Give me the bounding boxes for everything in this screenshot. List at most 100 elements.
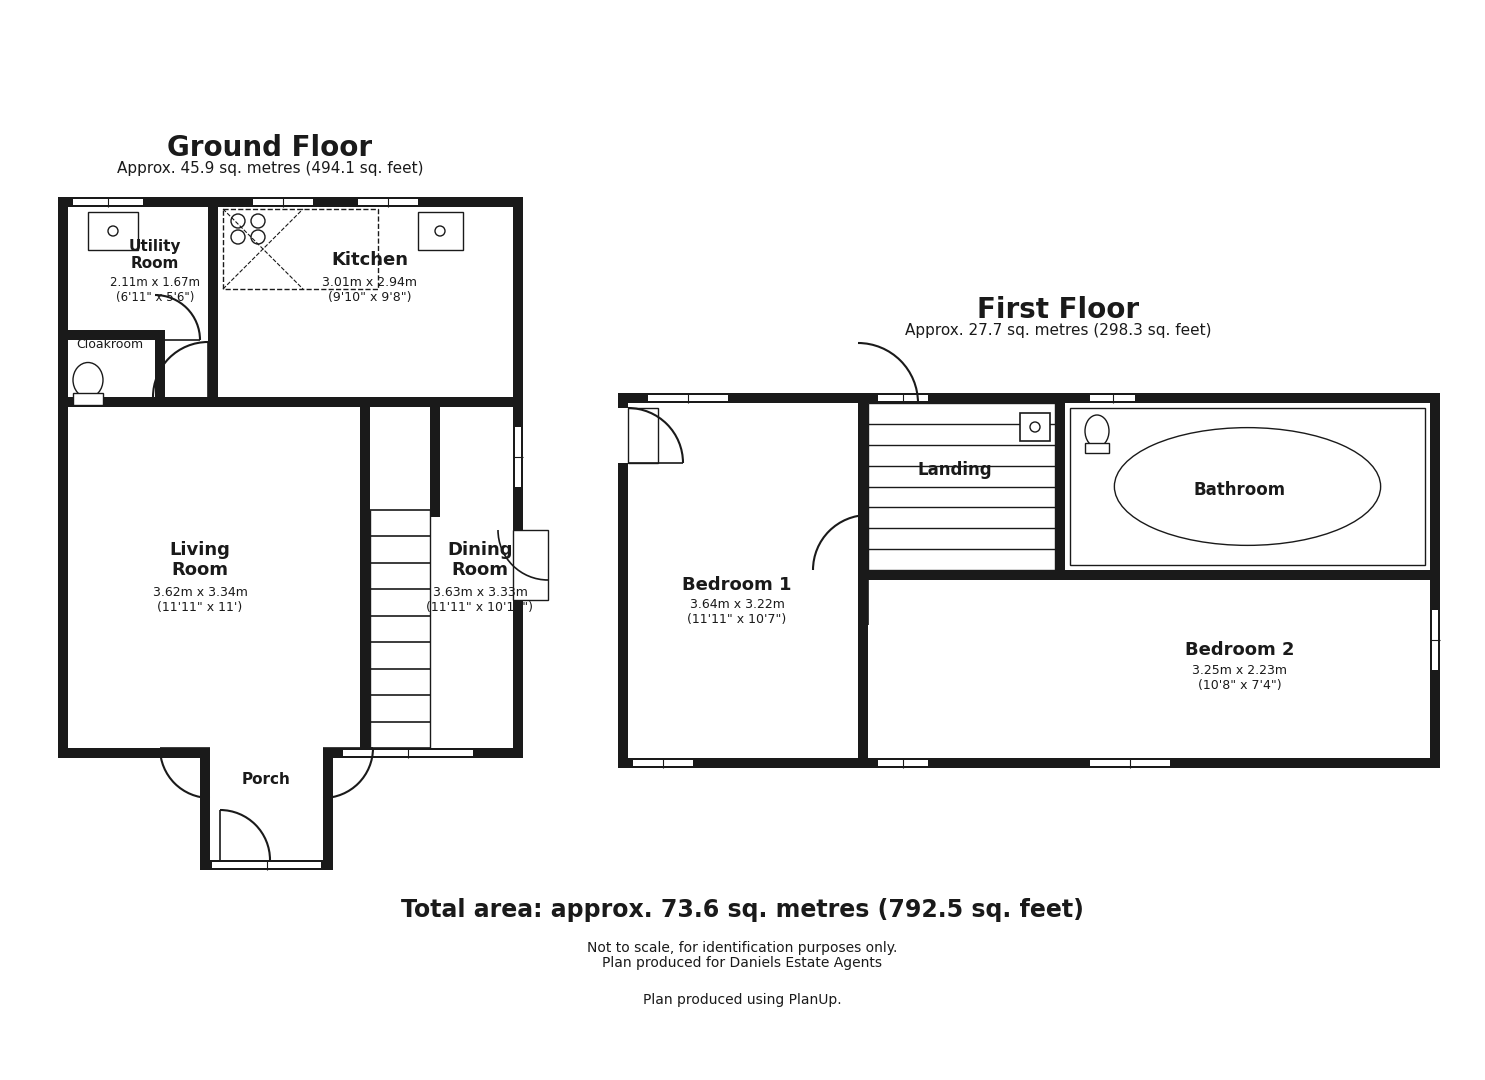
Text: Utility
Room: Utility Room bbox=[129, 239, 181, 271]
Bar bbox=[58, 748, 209, 758]
Text: 3.63m x 3.33m
(11'11" x 10'11"): 3.63m x 3.33m (11'11" x 10'11") bbox=[426, 586, 533, 615]
Bar bbox=[417, 212, 463, 249]
Bar bbox=[223, 210, 379, 289]
Bar bbox=[1054, 393, 1065, 580]
Bar bbox=[512, 397, 523, 748]
Bar bbox=[208, 197, 218, 407]
Bar bbox=[1430, 610, 1440, 670]
Text: 2.11m x 1.67m
(6'11" x 5'6"): 2.11m x 1.67m (6'11" x 5'6") bbox=[110, 276, 200, 303]
Text: 3.64m x 3.22m
(11'11" x 10'7"): 3.64m x 3.22m (11'11" x 10'7") bbox=[688, 598, 787, 626]
Bar bbox=[633, 758, 693, 760]
Bar bbox=[200, 748, 209, 870]
Bar bbox=[1090, 393, 1135, 403]
Bar bbox=[512, 530, 548, 600]
Bar bbox=[647, 393, 728, 395]
Bar bbox=[73, 197, 143, 199]
Bar bbox=[878, 393, 928, 403]
Bar bbox=[512, 427, 515, 487]
Text: Dining
Room: Dining Room bbox=[447, 541, 512, 579]
Bar bbox=[521, 427, 523, 487]
Bar bbox=[1430, 610, 1432, 670]
Text: Not to scale, for identification purposes only.: Not to scale, for identification purpose… bbox=[587, 941, 897, 955]
Bar bbox=[878, 401, 928, 403]
Bar bbox=[58, 397, 523, 407]
Bar bbox=[359, 397, 370, 758]
Bar bbox=[58, 397, 68, 748]
Bar bbox=[252, 197, 313, 199]
Bar bbox=[252, 197, 313, 207]
Text: Ground Floor: Ground Floor bbox=[168, 134, 373, 162]
Ellipse shape bbox=[1114, 428, 1381, 545]
Text: 3.01m x 2.94m
(9'10" x 9'8"): 3.01m x 2.94m (9'10" x 9'8") bbox=[322, 276, 417, 303]
Bar bbox=[73, 205, 143, 207]
Bar bbox=[68, 330, 154, 340]
Text: Bedroom 1: Bedroom 1 bbox=[682, 576, 792, 594]
Bar bbox=[431, 397, 440, 517]
Bar bbox=[878, 758, 928, 760]
Text: 3.25m x 2.23m
(10'8" x 7'4"): 3.25m x 2.23m (10'8" x 7'4") bbox=[1192, 664, 1287, 692]
Text: 3.62m x 3.34m
(11'11" x 11'): 3.62m x 3.34m (11'11" x 11') bbox=[153, 586, 248, 615]
Bar bbox=[212, 868, 321, 870]
Text: Kitchen: Kitchen bbox=[331, 251, 408, 269]
Bar bbox=[324, 748, 523, 758]
Bar bbox=[1071, 408, 1426, 565]
Bar bbox=[1020, 413, 1050, 441]
Bar bbox=[343, 748, 474, 758]
Bar bbox=[633, 758, 693, 768]
Bar bbox=[200, 860, 333, 870]
Bar bbox=[858, 393, 869, 768]
Bar bbox=[358, 197, 417, 207]
Bar bbox=[343, 756, 474, 758]
Text: Bathroom: Bathroom bbox=[1194, 481, 1286, 499]
Bar bbox=[1090, 758, 1170, 768]
Bar bbox=[358, 197, 417, 199]
Bar bbox=[252, 205, 313, 207]
Bar bbox=[154, 330, 165, 397]
Text: Cloakroom: Cloakroom bbox=[76, 338, 144, 351]
Bar bbox=[73, 197, 143, 207]
Bar bbox=[343, 748, 474, 750]
Bar bbox=[73, 393, 102, 405]
Bar bbox=[1430, 393, 1440, 768]
Text: Plan produced using PlanUp.: Plan produced using PlanUp. bbox=[643, 993, 842, 1007]
Bar bbox=[647, 401, 728, 403]
Bar bbox=[618, 393, 628, 768]
Bar bbox=[88, 212, 138, 249]
Bar bbox=[1090, 393, 1135, 395]
Bar bbox=[618, 758, 1440, 768]
Bar bbox=[212, 860, 321, 862]
Bar bbox=[858, 570, 1440, 580]
Bar bbox=[618, 408, 658, 463]
Ellipse shape bbox=[1086, 415, 1109, 447]
Text: Living
Room: Living Room bbox=[169, 541, 230, 579]
Ellipse shape bbox=[73, 363, 102, 397]
Text: Total area: approx. 73.6 sq. metres (792.5 sq. feet): Total area: approx. 73.6 sq. metres (792… bbox=[401, 897, 1084, 922]
Text: Bedroom 2: Bedroom 2 bbox=[1185, 642, 1295, 659]
Text: Plan produced for Daniels Estate Agents: Plan produced for Daniels Estate Agents bbox=[601, 956, 882, 970]
Text: Approx. 45.9 sq. metres (494.1 sq. feet): Approx. 45.9 sq. metres (494.1 sq. feet) bbox=[117, 161, 423, 175]
Text: Approx. 27.7 sq. metres (298.3 sq. feet): Approx. 27.7 sq. metres (298.3 sq. feet) bbox=[904, 323, 1212, 337]
Bar bbox=[1090, 758, 1170, 760]
Text: Landing: Landing bbox=[918, 461, 992, 480]
Bar bbox=[1090, 401, 1135, 403]
Bar bbox=[1437, 610, 1440, 670]
Bar bbox=[878, 393, 928, 395]
Bar bbox=[618, 393, 1440, 403]
Bar bbox=[1086, 443, 1109, 453]
Bar bbox=[1090, 766, 1170, 768]
Bar bbox=[212, 860, 321, 870]
Bar bbox=[878, 758, 928, 768]
Text: Porch: Porch bbox=[242, 772, 291, 787]
Bar bbox=[324, 748, 333, 870]
Bar bbox=[512, 530, 558, 600]
Bar bbox=[358, 205, 417, 207]
Bar bbox=[512, 197, 523, 407]
Bar bbox=[58, 197, 68, 397]
Bar bbox=[628, 408, 658, 463]
Text: First Floor: First Floor bbox=[977, 296, 1139, 324]
Bar bbox=[512, 427, 523, 487]
Bar bbox=[878, 766, 928, 768]
Bar bbox=[633, 766, 693, 768]
Bar bbox=[647, 393, 728, 403]
Bar bbox=[58, 197, 523, 207]
